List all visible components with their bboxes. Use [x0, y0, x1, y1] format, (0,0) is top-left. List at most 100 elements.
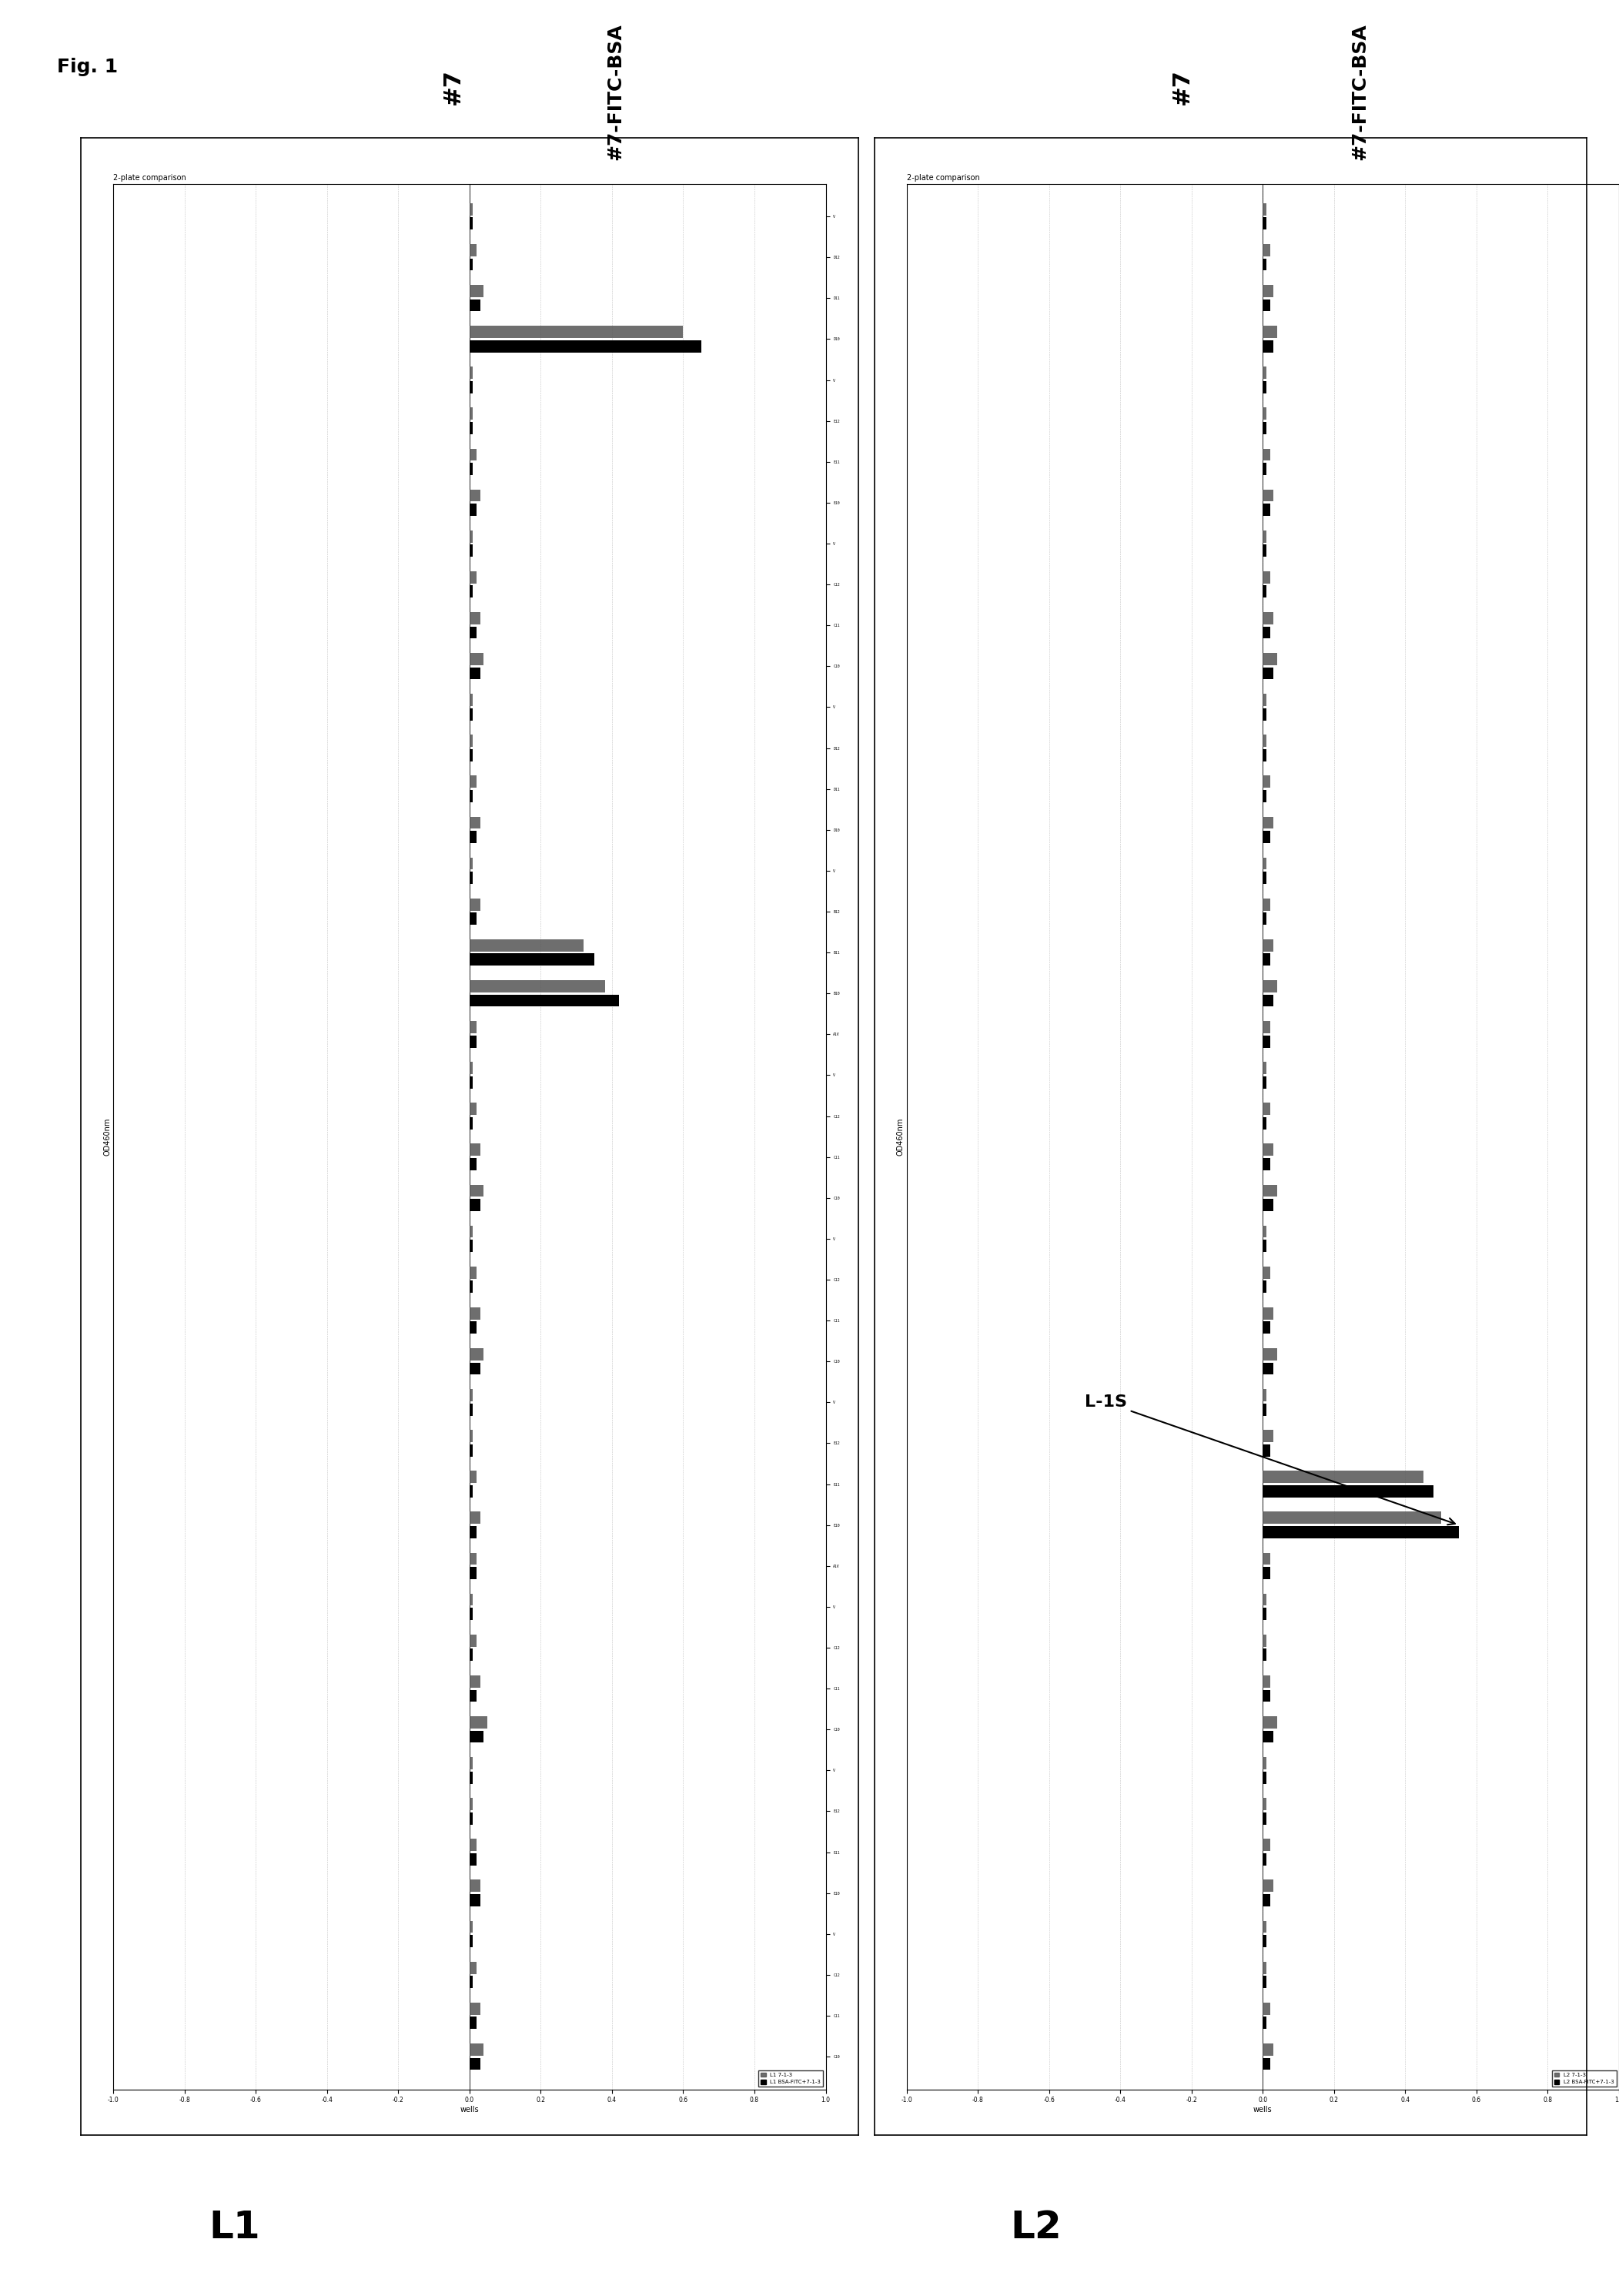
Bar: [1263, 1773, 1266, 1784]
Bar: [470, 707, 473, 721]
Bar: [1263, 1486, 1434, 1497]
Bar: [470, 448, 476, 461]
Bar: [1263, 1593, 1266, 1605]
Bar: [1263, 1922, 1266, 1933]
Bar: [1263, 1649, 1266, 1660]
Bar: [470, 544, 473, 558]
Text: 2-plate comparison: 2-plate comparison: [113, 174, 186, 181]
Bar: [1263, 2043, 1274, 2055]
Bar: [470, 898, 481, 912]
Bar: [1263, 1063, 1266, 1075]
Bar: [1263, 202, 1266, 216]
Bar: [470, 218, 473, 230]
Bar: [1263, 285, 1274, 296]
Bar: [1263, 1389, 1266, 1401]
Bar: [470, 340, 701, 351]
Bar: [1263, 1444, 1269, 1456]
Bar: [470, 409, 473, 420]
Bar: [470, 776, 476, 788]
Bar: [470, 693, 473, 707]
Bar: [470, 1102, 476, 1116]
Bar: [1263, 613, 1274, 625]
Bar: [470, 1922, 473, 1933]
Bar: [1263, 994, 1274, 1006]
Bar: [1263, 1715, 1277, 1729]
Bar: [1263, 448, 1269, 461]
Bar: [1263, 1403, 1266, 1417]
Bar: [1263, 817, 1274, 829]
Bar: [1263, 1240, 1266, 1251]
Bar: [470, 259, 473, 271]
Bar: [470, 1649, 473, 1660]
Bar: [470, 1444, 473, 1456]
Bar: [470, 585, 473, 597]
Bar: [470, 1306, 481, 1320]
Bar: [1263, 872, 1266, 884]
Bar: [470, 2016, 476, 2030]
Bar: [470, 381, 473, 393]
Bar: [1263, 1267, 1269, 1279]
Bar: [1263, 422, 1266, 434]
Text: L1: L1: [209, 2209, 261, 2245]
Bar: [1263, 530, 1266, 542]
Bar: [470, 1322, 476, 1334]
Bar: [1263, 668, 1274, 680]
Bar: [470, 1715, 487, 1729]
Bar: [1263, 1199, 1274, 1210]
Bar: [470, 856, 473, 870]
Bar: [1263, 735, 1266, 746]
Bar: [470, 1472, 476, 1483]
Bar: [1263, 707, 1266, 721]
Bar: [1263, 1894, 1269, 1906]
Bar: [1263, 340, 1274, 351]
Bar: [470, 652, 484, 666]
Bar: [1263, 572, 1269, 583]
Bar: [470, 790, 473, 801]
Bar: [470, 735, 473, 746]
Bar: [470, 1077, 473, 1088]
Bar: [1263, 544, 1266, 558]
Bar: [470, 298, 481, 312]
Bar: [1263, 1511, 1441, 1525]
Bar: [1263, 1226, 1266, 1238]
Bar: [470, 2043, 484, 2055]
Bar: [1263, 503, 1269, 517]
Bar: [470, 572, 476, 583]
Bar: [1263, 1362, 1274, 1375]
Bar: [470, 1977, 473, 1988]
Bar: [470, 1157, 476, 1171]
Bar: [470, 2002, 481, 2014]
Bar: [1263, 381, 1266, 393]
Bar: [470, 1226, 473, 1238]
Bar: [1263, 1077, 1266, 1088]
Bar: [470, 1511, 481, 1525]
Bar: [470, 831, 476, 843]
Bar: [470, 1756, 473, 1770]
Text: #7: #7: [442, 69, 465, 106]
Bar: [1263, 1348, 1277, 1359]
Bar: [470, 1118, 473, 1130]
Bar: [470, 1267, 476, 1279]
Bar: [1263, 218, 1266, 230]
Bar: [470, 202, 473, 216]
Bar: [1263, 1839, 1269, 1851]
Bar: [1263, 585, 1266, 597]
Bar: [470, 1894, 481, 1906]
Bar: [470, 1607, 473, 1621]
Bar: [1263, 1936, 1266, 1947]
Bar: [1263, 409, 1266, 420]
Bar: [1263, 1035, 1269, 1047]
Bar: [1263, 1798, 1266, 1809]
Text: L-1S: L-1S: [1085, 1394, 1455, 1525]
Bar: [1263, 2057, 1269, 2071]
X-axis label: wells: wells: [460, 2105, 479, 2115]
Bar: [1263, 367, 1266, 379]
Bar: [470, 1063, 473, 1075]
Bar: [470, 748, 473, 762]
Bar: [1263, 1676, 1269, 1688]
Bar: [1263, 1185, 1277, 1196]
Bar: [470, 2057, 481, 2071]
Bar: [470, 530, 473, 542]
Bar: [470, 422, 473, 434]
Bar: [470, 1430, 473, 1442]
